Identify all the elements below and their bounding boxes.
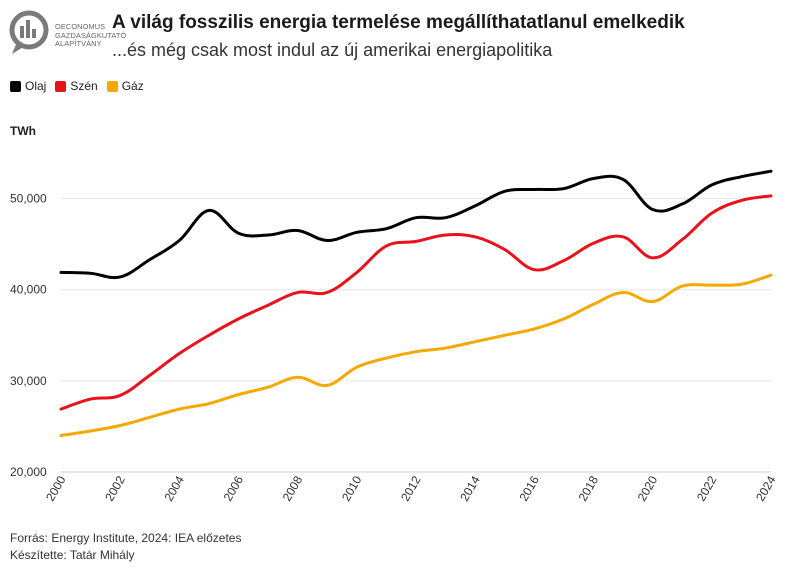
y-tick-label: 50,000 <box>10 192 47 206</box>
x-tick-label: 2010 <box>339 473 365 503</box>
source-note: Forrás: Energy Institute, 2024: IEA előz… <box>10 531 242 545</box>
chart-footer: Forrás: Energy Institute, 2024: IEA előz… <box>10 530 241 564</box>
chart-bars-speech-bubble-icon <box>9 10 49 54</box>
x-tick-label: 2020 <box>635 473 661 503</box>
logo-line: GAZDASÁGKUTATÓ <box>55 30 127 40</box>
y-tick-label: 30,000 <box>10 374 47 388</box>
series-line-olaj[interactable] <box>59 169 773 280</box>
logo-line: OECONOMUS <box>55 22 106 31</box>
series-line-szen[interactable] <box>59 194 773 411</box>
legend-item-olaj[interactable]: Olaj <box>10 79 46 93</box>
author-note: Készítette: Tatár Mihály <box>10 548 135 562</box>
x-tick-label: 2008 <box>280 473 306 503</box>
grid-lines <box>61 198 771 473</box>
x-tick-label: 2022 <box>694 473 720 503</box>
x-tick-labels: 2000 2002 2004 2006 2008 2010 2012 2014 2016 2018… <box>43 473 779 503</box>
legend-label-szen: Szén <box>70 79 98 93</box>
legend-swatch-gaz <box>106 80 118 92</box>
page-subtitle: ...és még csak most indul az új amerikai… <box>112 40 553 60</box>
series-lines <box>59 169 773 438</box>
y-tick-labels: 20,000 30,000 40,000 50,000 <box>10 192 47 479</box>
x-tick-label: 2004 <box>161 473 187 503</box>
y-tick-label: 20,000 <box>10 465 47 479</box>
x-tick-label: 2012 <box>398 473 424 503</box>
y-axis-unit: TWh <box>10 124 36 138</box>
legend-label-olaj: Olaj <box>25 79 47 93</box>
x-tick-label: 2018 <box>576 473 602 503</box>
legend-swatch-olaj <box>10 80 21 92</box>
x-tick-label: 2006 <box>221 473 247 503</box>
x-tick-label: 2000 <box>43 473 69 503</box>
legend-item-szen[interactable]: Szén <box>55 79 98 93</box>
legend-swatch-szen <box>55 80 67 92</box>
x-tick-label: 2002 <box>102 473 128 503</box>
logo-text: OECONOMUS GAZDASÁGKUTATÓ ALAPÍTVÁNY <box>55 22 127 49</box>
x-tick-label: 2016 <box>516 473 542 503</box>
chart-legend: Olaj Szén Gáz <box>10 79 144 93</box>
legend-label-gaz: Gáz <box>121 79 144 93</box>
logo-line: ALAPÍTVÁNY <box>55 39 102 49</box>
y-tick-label: 40,000 <box>10 283 47 297</box>
x-tick-label: 2014 <box>457 473 483 503</box>
series-line-gaz[interactable] <box>59 273 773 438</box>
x-tick-label: 2024 <box>753 473 779 503</box>
legend-item-gaz[interactable]: Gáz <box>106 79 144 93</box>
page-title: A világ fosszilis energia termelése megá… <box>112 12 685 33</box>
logo: OECONOMUS GAZDASÁGKUTATÓ ALAPÍTVÁNY <box>8 9 126 57</box>
